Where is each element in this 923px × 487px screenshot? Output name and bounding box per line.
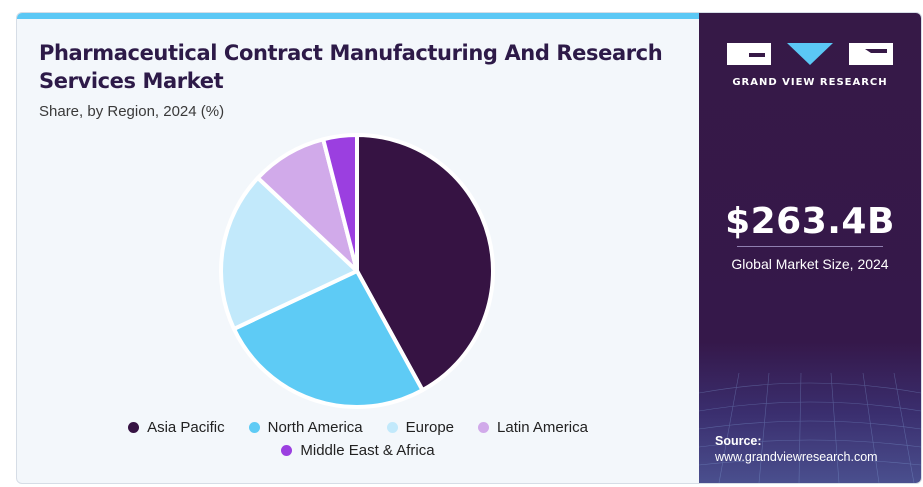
grid-decoration	[699, 373, 921, 483]
summary-sidebar: GRAND VIEW RESEARCH $263.4B Global Marke…	[699, 13, 921, 483]
chart-card: Pharmaceutical Contract Manufacturing An…	[16, 12, 922, 484]
legend-label: Europe	[405, 419, 455, 436]
legend-item: Latin America	[478, 419, 588, 436]
pie-slice-europe	[219, 175, 359, 331]
circle-dot-icon	[248, 422, 260, 433]
divider	[737, 246, 883, 247]
legend-row: Asia Pacific North America Europe Latin Ame…	[17, 419, 699, 436]
source-label: Source:	[715, 434, 762, 448]
legend-item: Europe	[386, 419, 455, 436]
legend-row: Middle East & Africa	[17, 442, 699, 459]
legend-label: North America	[267, 419, 363, 436]
circle-dot-icon	[281, 445, 293, 456]
legend-label: Asia Pacific	[147, 419, 225, 436]
circle-dot-icon	[478, 422, 490, 433]
legend-item: Asia Pacific	[128, 419, 225, 436]
chart-legend: Asia Pacific North America Europe Latin Ame…	[17, 419, 699, 465]
legend-item: North America	[248, 419, 363, 436]
circle-dot-icon	[386, 422, 398, 433]
market-size-value: $263.4B	[725, 201, 895, 242]
chart-title: Pharmaceutical Contract Manufacturing An…	[39, 41, 663, 93]
pie-slice-middle-east-africa	[321, 133, 359, 273]
legend-label: Latin America	[497, 419, 588, 436]
pie-chart	[219, 133, 495, 409]
source-link[interactable]: www.grandviewresearch.com	[715, 450, 878, 464]
accent-bar	[17, 13, 699, 19]
pie-slice-asia-pacific	[355, 133, 495, 393]
legend-label: Middle East & Africa	[300, 442, 435, 459]
legend-item: Middle East & Africa	[281, 442, 435, 459]
market-size-label: Global Market Size, 2024	[731, 256, 889, 272]
chart-panel: Pharmaceutical Contract Manufacturing An…	[17, 13, 699, 483]
chart-subtitle: Share, by Region, 2024 (%)	[39, 103, 225, 120]
circle-dot-icon	[128, 422, 140, 433]
gvr-logo-icon	[727, 43, 893, 65]
brand-name: GRAND VIEW RESEARCH	[732, 77, 888, 88]
pie-slice-north-america	[231, 269, 425, 409]
source-note: Source: www.grandviewresearch.com	[715, 433, 878, 465]
